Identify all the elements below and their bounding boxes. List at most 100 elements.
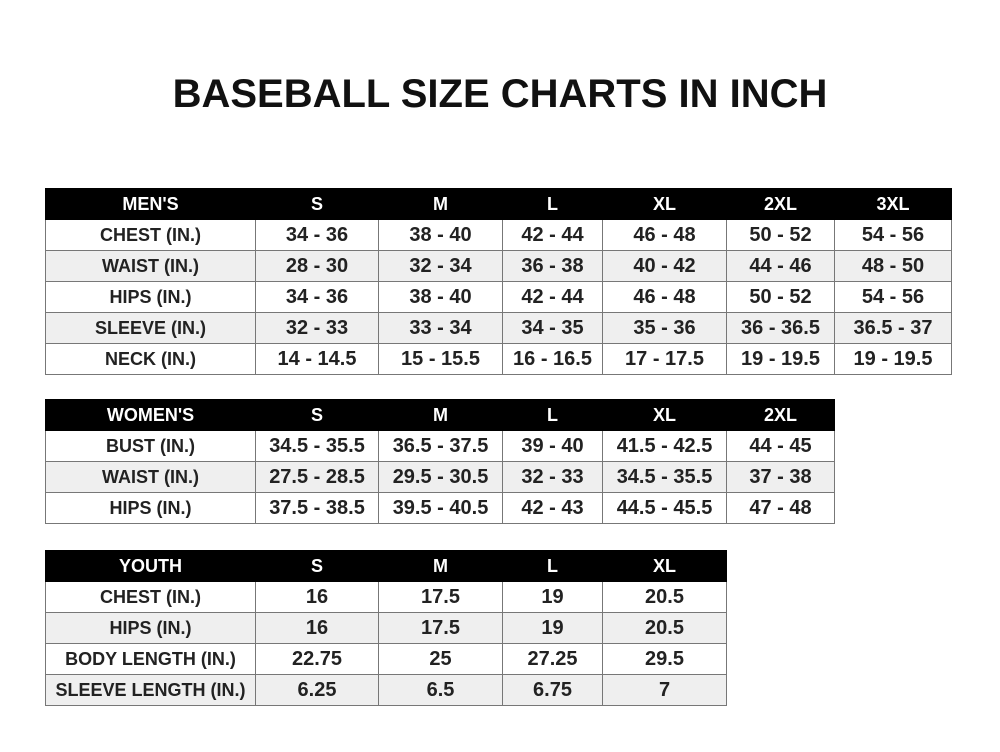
- size-value: 50 - 52: [726, 281, 835, 313]
- size-value: 42 - 43: [502, 492, 603, 524]
- size-value: 36 - 38: [502, 250, 603, 282]
- size-value: 34 - 35: [502, 312, 603, 344]
- youth-size-table: YOUTH S M L XL CHEST (IN.) 16 17.5 19 20.5 HIPS (I…: [45, 550, 727, 706]
- size-value: 40 - 42: [602, 250, 727, 282]
- category-header: MEN'S: [45, 188, 256, 220]
- category-header: WOMEN'S: [45, 399, 256, 431]
- size-value: 32 - 33: [502, 461, 603, 493]
- measurement-label: HIPS (IN.): [45, 492, 256, 524]
- size-value: 14 - 14.5: [255, 343, 379, 375]
- table-header-row: WOMEN'S S M L XL 2XL: [45, 399, 835, 431]
- size-value: 54 - 56: [834, 281, 952, 313]
- size-value: 42 - 44: [502, 219, 603, 251]
- size-value: 27.25: [502, 643, 603, 675]
- size-value: 34.5 - 35.5: [255, 430, 379, 462]
- table-row: WAIST (IN.) 27.5 - 28.5 29.5 - 30.5 32 - 33…: [45, 461, 835, 493]
- size-value: 36.5 - 37: [834, 312, 952, 344]
- measurement-label: BUST (IN.): [45, 430, 256, 462]
- size-value: 32 - 33: [255, 312, 379, 344]
- size-value: 37 - 38: [726, 461, 835, 493]
- size-value: 29.5: [602, 643, 727, 675]
- page-title: BASEBALL SIZE CHARTS IN INCH: [172, 72, 828, 116]
- table-row: BODY LENGTH (IN.) 22.75 25 27.25 29.5: [45, 643, 727, 675]
- size-value: 6.5: [378, 674, 503, 706]
- size-header: 2XL: [726, 188, 835, 220]
- size-value: 6.25: [255, 674, 379, 706]
- size-value: 17 - 17.5: [602, 343, 727, 375]
- size-value: 46 - 48: [602, 219, 727, 251]
- size-value: 50 - 52: [726, 219, 835, 251]
- category-header: YOUTH: [45, 550, 256, 582]
- size-header: S: [255, 399, 379, 431]
- size-value: 37.5 - 38.5: [255, 492, 379, 524]
- table-row: SLEEVE LENGTH (IN.) 6.25 6.5 6.75 7: [45, 674, 727, 706]
- measurement-label: WAIST (IN.): [45, 461, 256, 493]
- size-value: 48 - 50: [834, 250, 952, 282]
- mens-size-table: MEN'S S M L XL 2XL 3XL CHEST (IN.) 34 - 36 38 - 4…: [45, 188, 952, 375]
- table-row: CHEST (IN.) 16 17.5 19 20.5: [45, 581, 727, 613]
- size-value: 36 - 36.5: [726, 312, 835, 344]
- size-value: 34.5 - 35.5: [602, 461, 727, 493]
- size-value: 42 - 44: [502, 281, 603, 313]
- table-row: HIPS (IN.) 37.5 - 38.5 39.5 - 40.5 42 - 43 4…: [45, 492, 835, 524]
- size-header: XL: [602, 399, 727, 431]
- table-row: HIPS (IN.) 34 - 36 38 - 40 42 - 44 46 - 48 50…: [45, 281, 952, 313]
- size-value: 39 - 40: [502, 430, 603, 462]
- measurement-label: NECK (IN.): [45, 343, 256, 375]
- size-header: XL: [602, 188, 727, 220]
- table-row: BUST (IN.) 34.5 - 35.5 36.5 - 37.5 39 - 40 4…: [45, 430, 835, 462]
- size-value: 19: [502, 612, 603, 644]
- size-value: 28 - 30: [255, 250, 379, 282]
- size-value: 33 - 34: [378, 312, 503, 344]
- size-header: L: [502, 550, 603, 582]
- size-value: 20.5: [602, 612, 727, 644]
- size-value: 17.5: [378, 581, 503, 613]
- measurement-label: BODY LENGTH (IN.): [45, 643, 256, 675]
- size-header: 2XL: [726, 399, 835, 431]
- size-header: XL: [602, 550, 727, 582]
- size-value: 36.5 - 37.5: [378, 430, 503, 462]
- size-value: 20.5: [602, 581, 727, 613]
- size-value: 34 - 36: [255, 219, 379, 251]
- size-header: M: [378, 188, 503, 220]
- size-value: 32 - 34: [378, 250, 503, 282]
- size-value: 19 - 19.5: [834, 343, 952, 375]
- table-row: SLEEVE (IN.) 32 - 33 33 - 34 34 - 35 35 - 36…: [45, 312, 952, 344]
- size-value: 46 - 48: [602, 281, 727, 313]
- size-value: 19 - 19.5: [726, 343, 835, 375]
- size-value: 44 - 45: [726, 430, 835, 462]
- table-header-row: YOUTH S M L XL: [45, 550, 727, 582]
- size-value: 15 - 15.5: [378, 343, 503, 375]
- measurement-label: HIPS (IN.): [45, 281, 256, 313]
- size-value: 27.5 - 28.5: [255, 461, 379, 493]
- size-value: 39.5 - 40.5: [378, 492, 503, 524]
- womens-size-table: WOMEN'S S M L XL 2XL BUST (IN.) 34.5 - 35.5 36.5…: [45, 399, 835, 524]
- size-value: 29.5 - 30.5: [378, 461, 503, 493]
- size-header: S: [255, 550, 379, 582]
- size-value: 19: [502, 581, 603, 613]
- size-value: 25: [378, 643, 503, 675]
- size-header: 3XL: [834, 188, 952, 220]
- size-header: M: [378, 550, 503, 582]
- size-value: 17.5: [378, 612, 503, 644]
- table-row: NECK (IN.) 14 - 14.5 15 - 15.5 16 - 16.5 17 …: [45, 343, 952, 375]
- size-value: 41.5 - 42.5: [602, 430, 727, 462]
- table-row: WAIST (IN.) 28 - 30 32 - 34 36 - 38 40 - 42 4…: [45, 250, 952, 282]
- measurement-label: WAIST (IN.): [45, 250, 256, 282]
- size-value: 47 - 48: [726, 492, 835, 524]
- measurement-label: HIPS (IN.): [45, 612, 256, 644]
- size-value: 38 - 40: [378, 281, 503, 313]
- size-value: 44 - 46: [726, 250, 835, 282]
- table-header-row: MEN'S S M L XL 2XL 3XL: [45, 188, 952, 220]
- size-value: 44.5 - 45.5: [602, 492, 727, 524]
- size-value: 38 - 40: [378, 219, 503, 251]
- table-row: HIPS (IN.) 16 17.5 19 20.5: [45, 612, 727, 644]
- size-value: 22.75: [255, 643, 379, 675]
- size-value: 6.75: [502, 674, 603, 706]
- size-header: S: [255, 188, 379, 220]
- size-value: 16 - 16.5: [502, 343, 603, 375]
- size-value: 54 - 56: [834, 219, 952, 251]
- size-value: 35 - 36: [602, 312, 727, 344]
- measurement-label: SLEEVE (IN.): [45, 312, 256, 344]
- size-value: 16: [255, 612, 379, 644]
